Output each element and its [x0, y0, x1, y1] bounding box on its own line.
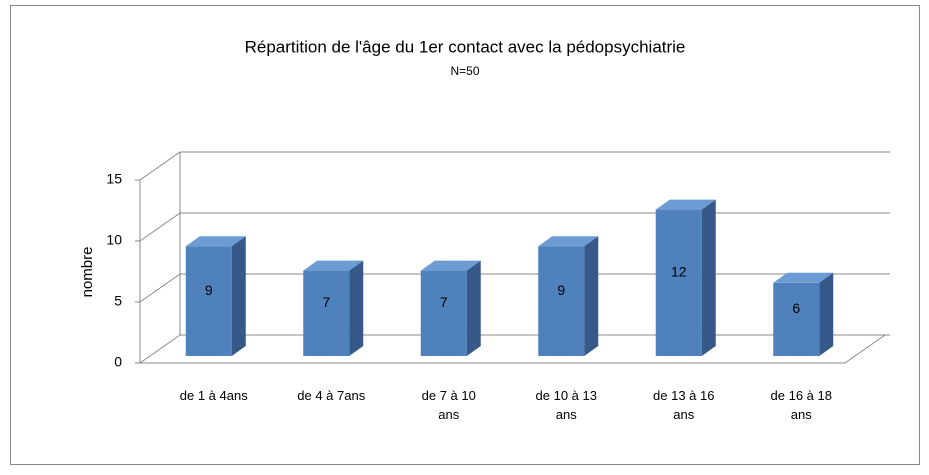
y-tick-label: 15: [106, 171, 122, 187]
bar: [773, 282, 820, 356]
x-tick-label: de 7 à 10 ans: [421, 388, 476, 422]
bar-top: [420, 260, 481, 271]
data-label: 12: [671, 264, 687, 280]
floor-edge: [844, 334, 886, 364]
bar-side: [349, 260, 364, 356]
bar-top: [773, 272, 834, 283]
bar-side: [584, 236, 599, 356]
bar: [538, 246, 585, 356]
data-label: 7: [440, 294, 448, 310]
bar-side: [701, 199, 716, 356]
y-axis-label: nombre: [79, 247, 96, 298]
bar-side: [231, 236, 246, 356]
chart-title: Répartition de l'âge du 1er contact avec…: [245, 37, 686, 56]
bar-side: [466, 260, 481, 356]
bar-top: [303, 260, 364, 271]
grid-line: [139, 334, 181, 364]
data-label: 9: [205, 282, 213, 298]
x-tick-label: de 16 à 18 ans: [770, 388, 832, 422]
grid-line: [139, 273, 181, 303]
chart-subtitle: N=50: [450, 64, 479, 78]
bar: [303, 270, 350, 356]
bar: [655, 209, 702, 356]
y-tick-label: 0: [114, 354, 122, 370]
bar: [420, 270, 467, 356]
x-tick-label: de 1 à 4ans: [179, 388, 248, 403]
bar-top: [655, 199, 716, 210]
y-tick-label: 5: [114, 293, 122, 309]
x-tick-label: de 10 à 13 ans: [535, 388, 597, 422]
data-label: 7: [322, 294, 330, 310]
data-label: 6: [792, 300, 800, 316]
bar: [185, 246, 232, 356]
chart-border: [10, 5, 920, 465]
y-tick-label: 10: [106, 232, 122, 248]
x-tick-label: de 13 à 16 ans: [653, 388, 715, 422]
bar-top: [538, 236, 599, 247]
bar-side: [819, 272, 834, 356]
data-label: 9: [557, 282, 565, 298]
grid-line: [139, 212, 181, 242]
grid-line: [139, 151, 181, 181]
bar-top: [185, 236, 246, 247]
x-tick-label: de 4 à 7ans: [297, 388, 366, 403]
